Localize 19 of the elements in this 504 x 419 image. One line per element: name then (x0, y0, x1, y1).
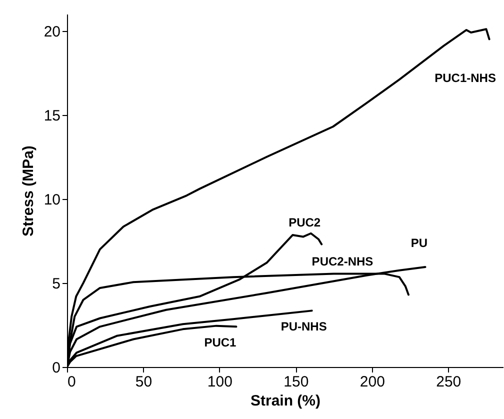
series-label: PUC2-NHS (312, 254, 374, 269)
x-tick-label: 50 (135, 374, 152, 390)
y-tick-label: 5 (52, 275, 60, 292)
y-tick-label: 0 (52, 360, 60, 376)
series-label: PUC1-NHS (434, 71, 496, 86)
x-tick-label: 0 (68, 374, 76, 390)
x-tick-label: 150 (284, 374, 309, 390)
x-tick-label: 200 (360, 374, 385, 390)
series-label: PUC2 (288, 215, 321, 230)
y-tick-label: 20 (44, 23, 60, 40)
y-axis-title: Stress (MPa) (20, 146, 37, 236)
series-label: PU-NHS (280, 320, 327, 334)
x-axis-title: Strain (%) (250, 392, 321, 410)
y-tick-label: 15 (44, 107, 60, 124)
series-label: PU (410, 236, 428, 250)
series-label: PUC1 (204, 336, 237, 350)
y-tick-label: 10 (44, 191, 60, 208)
x-tick-label: 100 (207, 374, 232, 390)
x-tick-label: 250 (436, 374, 462, 390)
